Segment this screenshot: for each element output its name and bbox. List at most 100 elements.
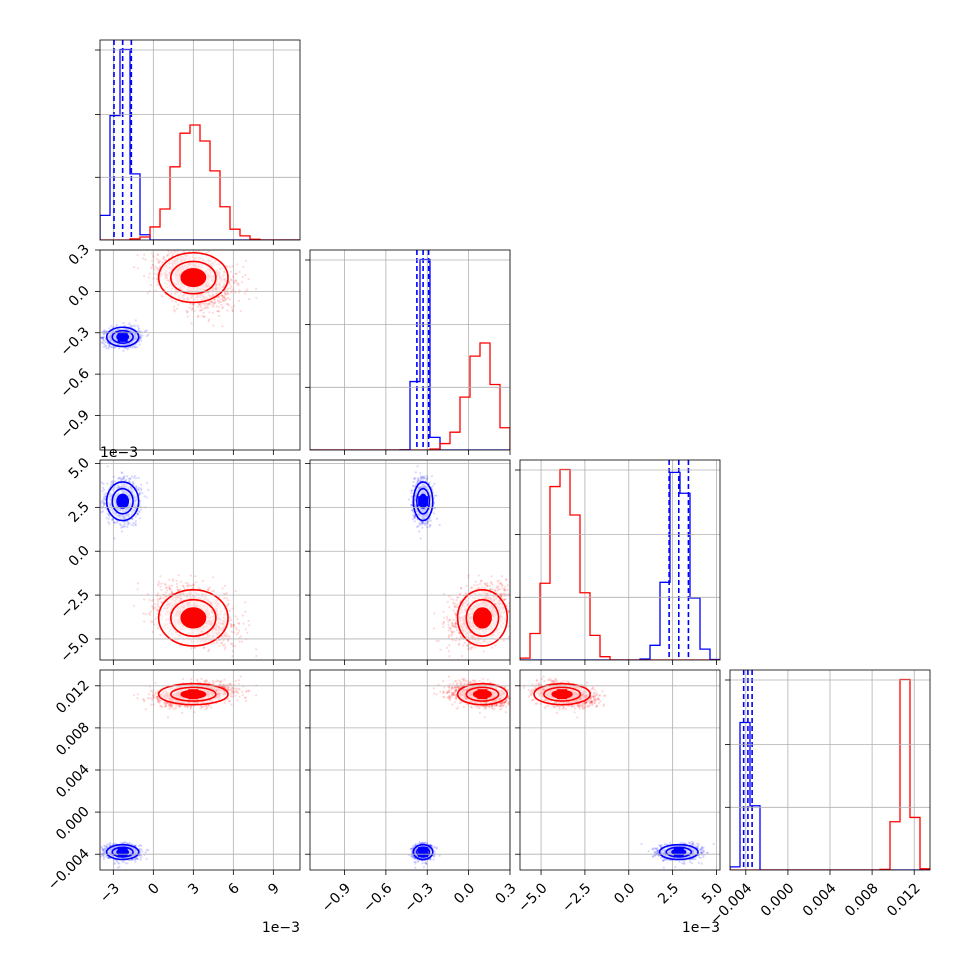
scatter-point: [156, 598, 159, 601]
scatter-point: [159, 634, 162, 637]
scatter-point: [172, 252, 175, 255]
scatter-point: [140, 483, 143, 486]
scatter-point: [255, 287, 258, 290]
scatter-point: [177, 245, 179, 247]
scatter-point: [134, 325, 137, 328]
scatter-point: [148, 599, 151, 602]
scatter-point: [149, 284, 153, 287]
scatter-point: [165, 595, 168, 598]
scatter-point: [189, 574, 192, 577]
scatter-point: [217, 295, 220, 299]
scatter-point: [176, 588, 179, 591]
scatter-point: [164, 591, 168, 594]
scatter-point: [107, 517, 110, 521]
scatter-point: [207, 320, 210, 323]
scatter-point: [128, 322, 131, 325]
scatter-point: [138, 491, 142, 494]
scatter-point: [227, 296, 230, 300]
scatter-point: [210, 300, 213, 304]
scatter-point: [147, 333, 150, 336]
scatter-point: [111, 518, 114, 522]
scatter-point: [100, 341, 103, 344]
scatter-point: [210, 300, 213, 303]
scatter-point: [122, 524, 125, 527]
scatter-point: [244, 259, 248, 262]
scatter-point: [140, 339, 143, 342]
scatter-point: [104, 341, 107, 344]
scatter-point: [236, 263, 239, 266]
scatter-point: [235, 282, 238, 285]
scatter-point: [217, 314, 221, 317]
scatter-point: [107, 346, 110, 349]
scatter-point: [162, 255, 166, 259]
scatter-point: [125, 475, 129, 478]
scatter-point: [151, 259, 154, 262]
scatter-point: [244, 601, 247, 604]
scatter-point: [109, 345, 112, 348]
scatter-point: [219, 298, 222, 301]
scatter-point: [164, 583, 167, 586]
scatter-point: [137, 488, 140, 491]
scatter-point: [133, 524, 136, 527]
scatter-point: [238, 636, 241, 640]
scatter-point: [222, 644, 225, 647]
scatter-point: [255, 654, 258, 658]
scatter-point: [226, 605, 229, 608]
scatter-point: [135, 485, 138, 488]
scatter-point: [118, 347, 121, 350]
scatter-point: [230, 625, 233, 628]
scatter-point: [157, 259, 160, 262]
scatter-point: [157, 580, 160, 583]
scatter-point: [100, 336, 102, 339]
scatter-point: [104, 344, 107, 347]
scatter-point: [131, 480, 134, 484]
scatter-point: [221, 325, 224, 328]
scatter-point: [102, 345, 106, 349]
scatter-point: [186, 310, 189, 313]
scatter-point: [210, 300, 214, 303]
scatter-point: [100, 502, 102, 505]
scatter-point: [103, 502, 106, 505]
scatter-point: [161, 295, 164, 298]
scatter-point: [136, 254, 139, 257]
scatter-point: [157, 582, 160, 585]
scatter-point: [217, 305, 220, 308]
scatter-point: [136, 267, 140, 270]
scatter-point: [134, 319, 137, 322]
scatter-point: [209, 302, 212, 306]
scatter-point: [234, 279, 237, 282]
histogram-red: [310, 342, 510, 450]
scatter-point: [128, 480, 131, 483]
scatter-point: [132, 482, 135, 485]
histogram-blue: [310, 258, 510, 450]
scatter-point: [115, 324, 118, 327]
scatter-point: [201, 314, 204, 317]
scatter-point: [198, 303, 201, 306]
scatter-point: [220, 303, 223, 306]
scatter-point: [150, 267, 153, 270]
y-tick-label: −0.3: [57, 324, 92, 359]
scatter-point: [105, 492, 108, 495]
scatter-point: [143, 598, 146, 601]
scatter-point: [123, 347, 126, 350]
scatter-point: [241, 614, 244, 617]
scatter-point: [139, 335, 142, 339]
scatter-point: [103, 488, 106, 491]
scatter-point: [128, 522, 131, 525]
scatter-point: [212, 305, 215, 308]
scatter-point: [121, 525, 124, 528]
scatter-point: [196, 247, 198, 249]
panel-1-0: −0.9−0.6−0.30.00.3: [57, 242, 301, 455]
scatter-point: [112, 481, 115, 484]
scatter-point: [184, 581, 187, 585]
scatter-point: [215, 640, 218, 643]
scatter-point: [232, 645, 235, 648]
scatter-point: [119, 523, 122, 527]
scatter-point: [247, 619, 250, 623]
scatter-point: [102, 501, 105, 504]
scatter-point: [175, 307, 179, 310]
scatter-point: [193, 303, 196, 306]
scatter-point: [126, 525, 129, 529]
scatter-point: [202, 646, 205, 650]
